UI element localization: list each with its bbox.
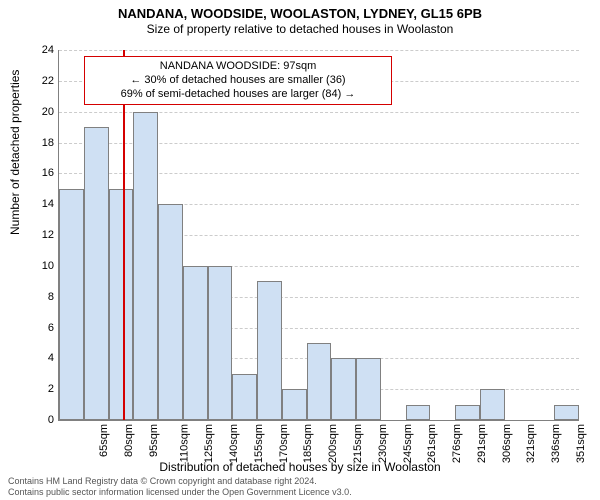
y-tick-label: 16 [24,167,54,179]
histogram-bar [480,389,505,420]
chart-subtitle: Size of property relative to detached ho… [0,22,600,36]
histogram-bar [406,405,431,420]
x-tick-label: 276sqm [451,424,463,463]
y-tick-label: 6 [24,322,54,334]
annotation-line3: 69% of semi-detached houses are larger (… [93,88,383,102]
histogram-bar [257,281,282,420]
x-tick-label: 80sqm [123,424,135,457]
histogram-bar [208,266,233,420]
y-tick-label: 14 [24,198,54,210]
y-tick-label: 24 [24,44,54,56]
x-tick-label: 185sqm [303,424,315,463]
annotation-line1: NANDANA WOODSIDE: 97sqm [93,60,383,74]
x-tick-label: 65sqm [98,424,110,457]
annotation-line2: ← 30% of detached houses are smaller (36… [93,74,383,88]
x-tick-label: 95sqm [148,424,160,457]
histogram-bar [109,189,134,420]
y-tick-label: 4 [24,352,54,364]
x-tick-label: 306sqm [501,424,513,463]
footer-line2: Contains public sector information licen… [8,487,352,498]
x-tick-label: 140sqm [228,424,240,463]
y-tick-label: 18 [24,137,54,149]
histogram-bar [307,343,332,420]
y-tick-label: 0 [24,414,54,426]
x-tick-label: 125sqm [204,424,216,463]
annotation-box: NANDANA WOODSIDE: 97sqm ← 30% of detache… [84,56,392,105]
histogram-bar [282,389,307,420]
plot-region: 02468101214161820222465sqm80sqm95sqm110s… [58,50,579,421]
histogram-bar [331,358,356,420]
x-tick-label: 200sqm [327,424,339,463]
histogram-bar [158,204,183,420]
x-tick-label: 110sqm [178,424,190,462]
x-tick-label: 155sqm [253,424,265,463]
histogram-bar [84,127,109,420]
chart-title: NANDANA, WOODSIDE, WOOLASTON, LYDNEY, GL… [0,0,600,22]
x-axis-label: Distribution of detached houses by size … [0,460,600,474]
x-tick-label: 215sqm [352,424,364,463]
y-tick-label: 8 [24,291,54,303]
histogram-bar [59,189,84,420]
footer: Contains HM Land Registry data © Crown c… [8,476,352,498]
x-tick-label: 321sqm [525,424,537,463]
x-tick-label: 351sqm [575,424,587,463]
x-tick-label: 245sqm [402,424,414,463]
histogram-bar [183,266,208,420]
histogram-bar [232,374,257,420]
histogram-bar [133,112,158,420]
x-tick-label: 230sqm [377,424,389,463]
chart-container: NANDANA, WOODSIDE, WOOLASTON, LYDNEY, GL… [0,0,600,500]
footer-line1: Contains HM Land Registry data © Crown c… [8,476,352,487]
y-axis-label: Number of detached properties [8,70,22,235]
gridline [59,50,579,51]
histogram-bar [356,358,381,420]
y-tick-label: 20 [24,106,54,118]
histogram-bar [554,405,579,420]
y-tick-label: 2 [24,383,54,395]
x-tick-label: 170sqm [278,424,290,463]
reference-line [123,50,125,420]
y-tick-label: 22 [24,75,54,87]
plot-area: 02468101214161820222465sqm80sqm95sqm110s… [58,50,578,420]
histogram-bar [455,405,480,420]
x-tick-label: 336sqm [550,424,562,463]
y-tick-label: 10 [24,260,54,272]
y-tick-label: 12 [24,229,54,241]
x-tick-label: 261sqm [426,424,438,463]
x-tick-label: 291sqm [476,424,488,463]
